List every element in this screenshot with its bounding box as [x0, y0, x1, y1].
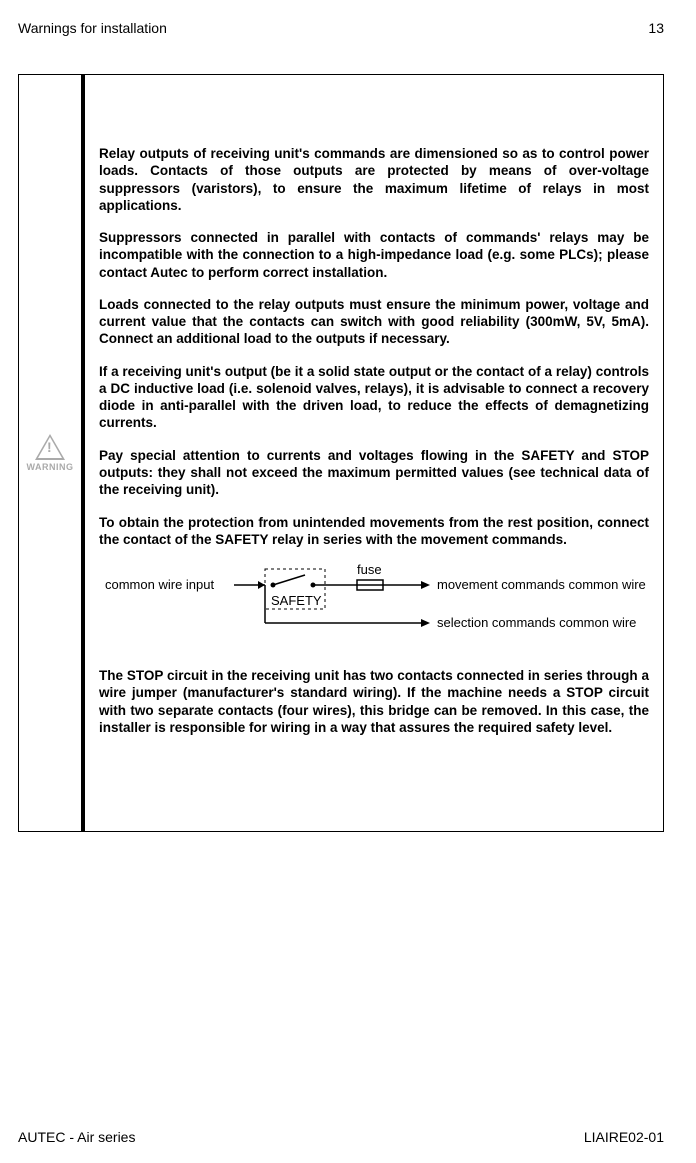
- warning-paragraph: The STOP circuit in the receiving unit h…: [99, 667, 649, 736]
- diagram-label-fuse: fuse: [357, 562, 382, 579]
- page-number: 13: [648, 20, 664, 36]
- header-title: Warnings for installation: [18, 20, 167, 36]
- diagram-svg: [105, 563, 665, 645]
- warning-box: ! WARNING Relay outputs of receiving uni…: [18, 74, 664, 832]
- warning-paragraph: Pay special attention to currents and vo…: [99, 447, 649, 499]
- warning-sidebar: ! WARNING: [19, 75, 85, 831]
- safety-diagram: common wire input SAFETY fuse movement c…: [105, 563, 649, 645]
- warning-paragraph: If a receiving unit's output (be it a so…: [99, 363, 649, 432]
- page-header: Warnings for installation 13: [18, 20, 664, 36]
- warning-paragraph: Loads connected to the relay outputs mus…: [99, 296, 649, 348]
- diagram-label-safety: SAFETY: [271, 593, 322, 610]
- warning-paragraph: Suppressors connected in parallel with c…: [99, 229, 649, 281]
- footer-right: LIAIRE02-01: [584, 1129, 664, 1145]
- warning-content: Relay outputs of receiving unit's comman…: [85, 75, 663, 831]
- diagram-label-input: common wire input: [105, 577, 214, 594]
- diagram-label-selection: selection commands common wire: [437, 615, 636, 632]
- warning-paragraph: Relay outputs of receiving unit's comman…: [99, 145, 649, 214]
- page-footer: AUTEC - Air series LIAIRE02-01: [18, 1129, 664, 1145]
- footer-left: AUTEC - Air series: [18, 1129, 135, 1145]
- diagram-label-movement: movement commands common wire: [437, 577, 646, 594]
- warning-icon: ! WARNING: [27, 434, 74, 472]
- warning-label: WARNING: [27, 462, 74, 472]
- warning-paragraph: To obtain the protection from unintended…: [99, 514, 649, 549]
